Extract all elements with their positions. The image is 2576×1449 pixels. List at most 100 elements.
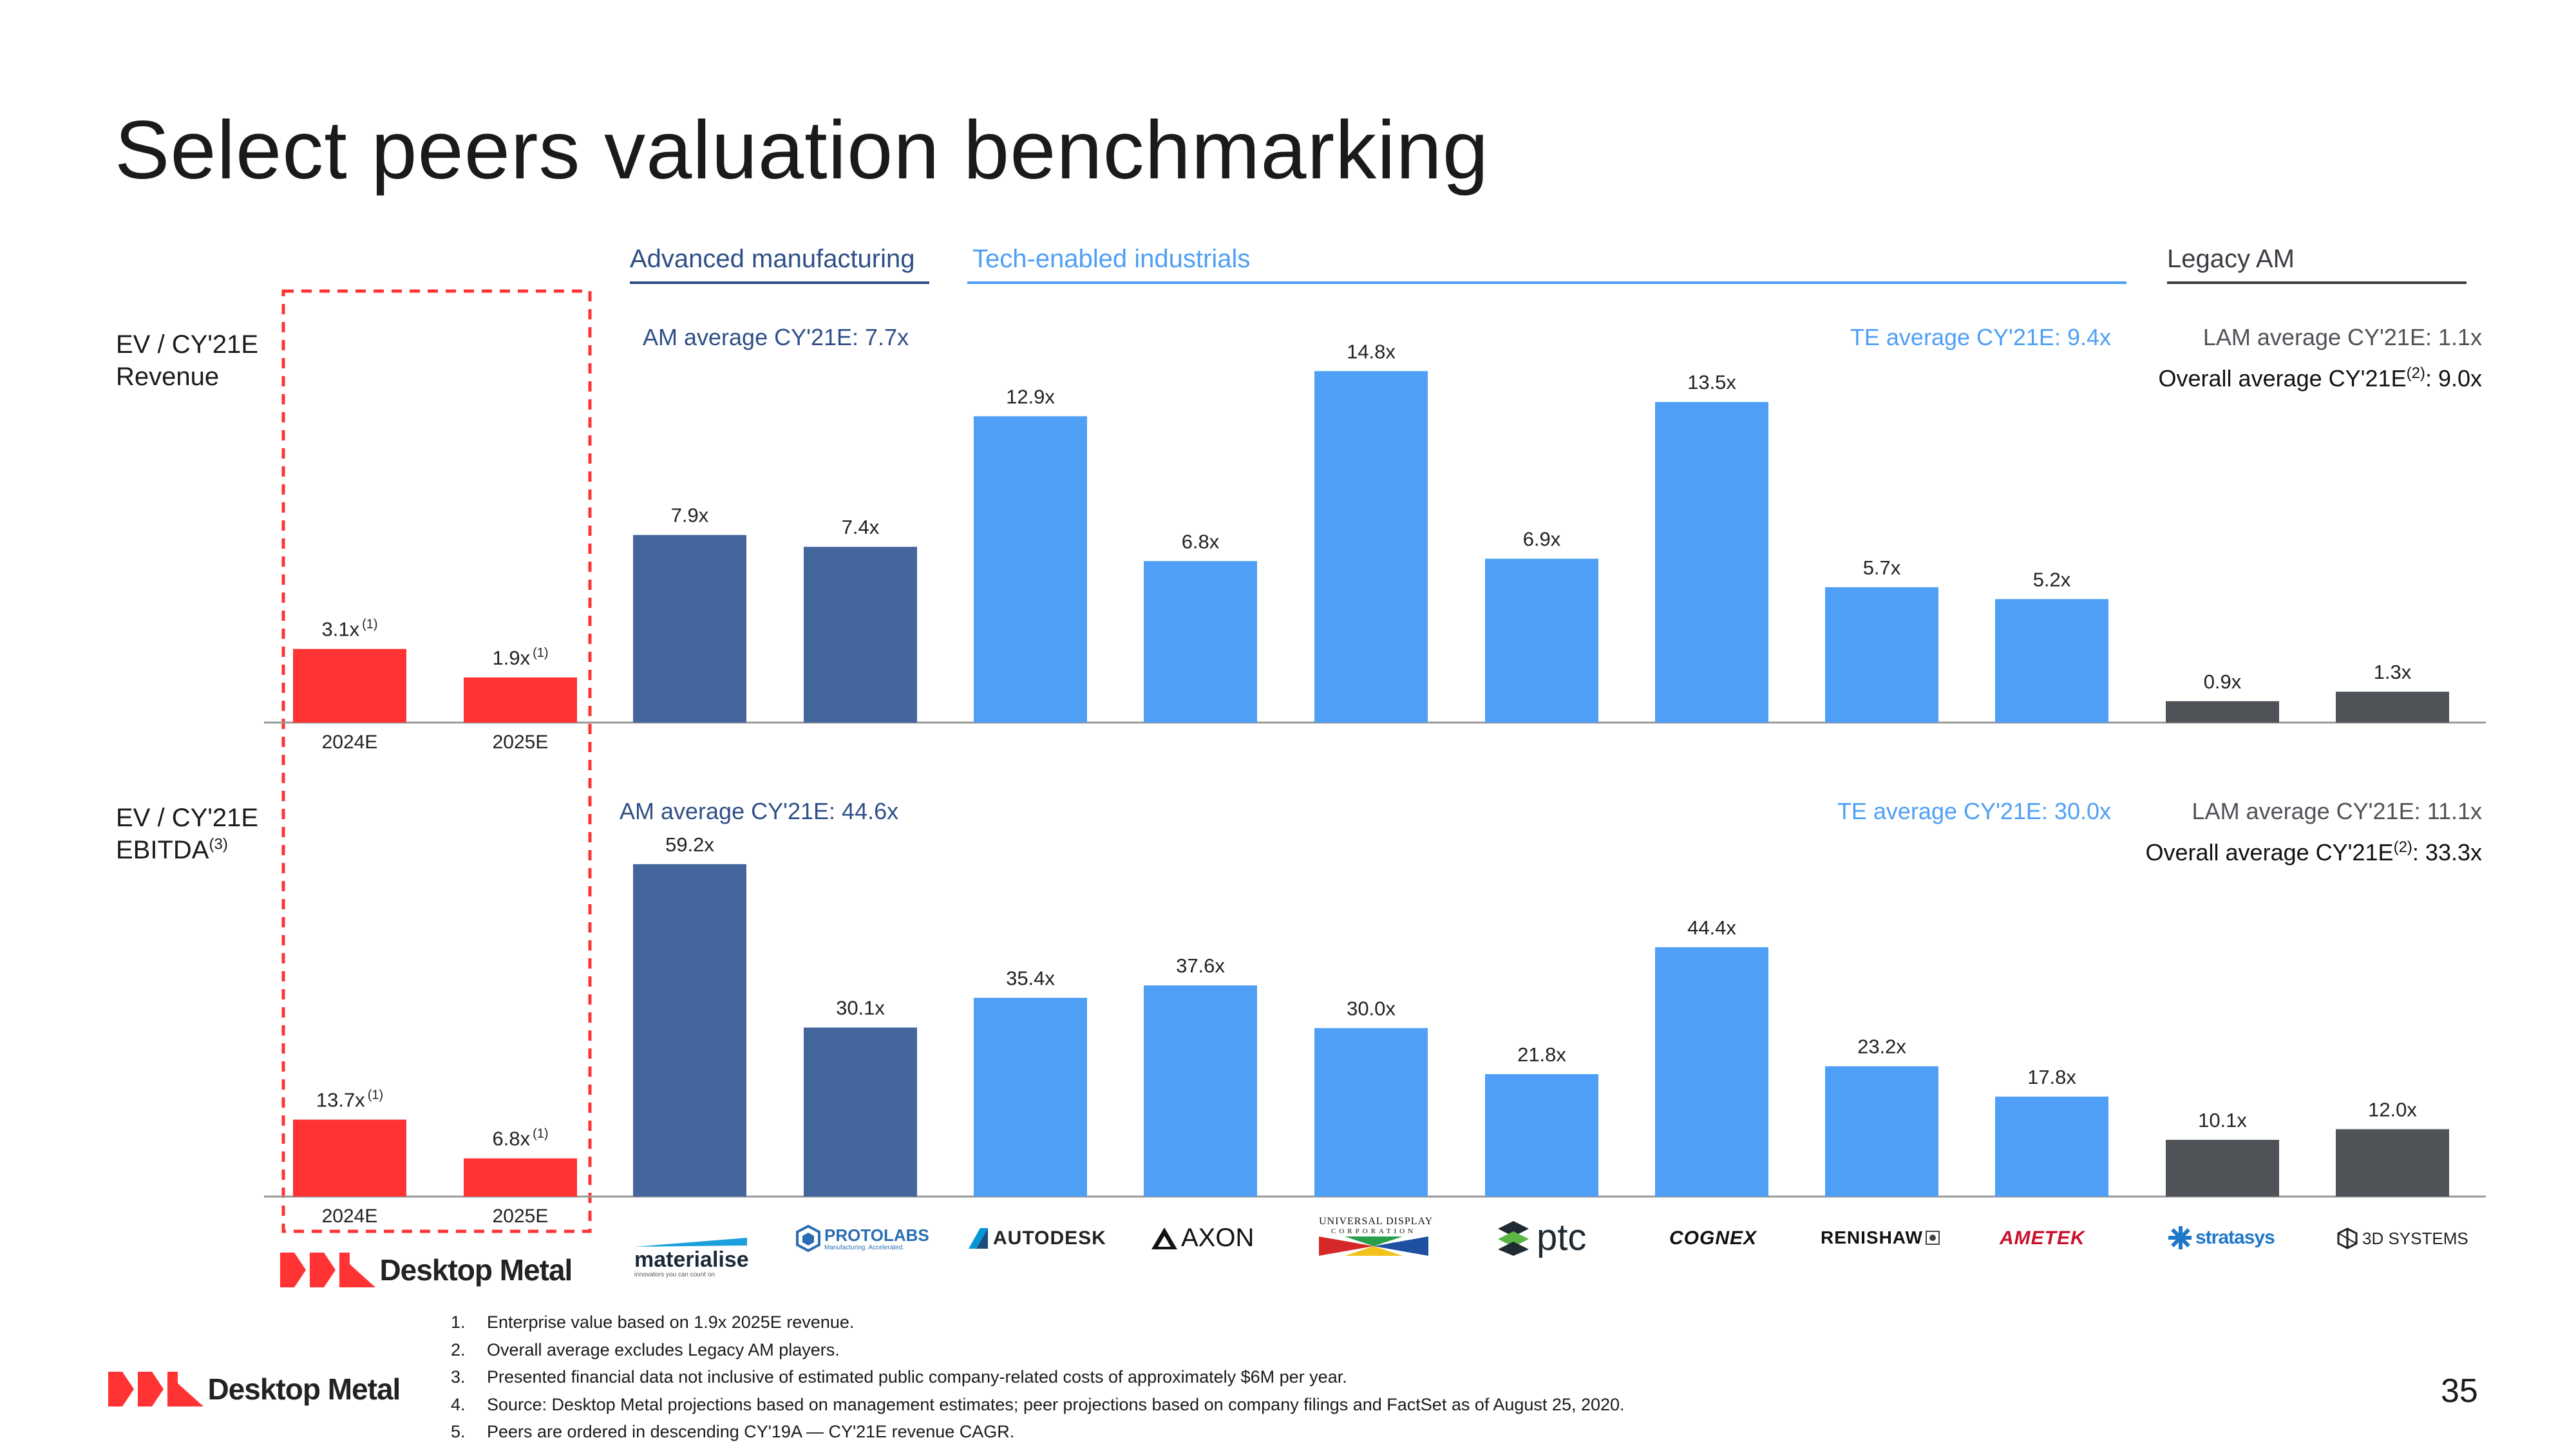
ebitda-row-label-line2: EBITDA(3) xyxy=(116,834,258,866)
footnote-3: 3. Presented financial data not inclusive… xyxy=(451,1367,1347,1387)
ebitda-overall-average: Overall average CY'21E(2): 33.3x xyxy=(2146,839,2483,866)
ebitda-value-label-11: 17.8x xyxy=(2027,1066,2076,1088)
revenue-te-average: TE average CY'21E: 9.4x xyxy=(1850,324,2111,350)
ebitda-value-label-5: 35.4x xyxy=(1006,967,1055,989)
revenue-lam-average: LAM average CY'21E: 1.1x xyxy=(2202,324,2482,350)
universal-display-bowtie-icon xyxy=(1319,1236,1428,1256)
revenue-year-label-2025: 2025E xyxy=(493,732,549,753)
revenue-value-label-12: 0.9x xyxy=(2204,670,2242,693)
revenue-bar-4 xyxy=(804,547,917,723)
ptc-wordmark: ptc xyxy=(1537,1217,1587,1258)
revenue-value-label-9: 13.5x xyxy=(1687,371,1736,393)
protolabs-logo: PROTOLABS Manufacturing. Accelerated. xyxy=(796,1225,929,1252)
revenue-overall-suffix: : 9.0x xyxy=(2425,365,2482,392)
revenue-row-label-line1: EV / CY'21E xyxy=(116,330,259,359)
ebitda-lam-average: LAM average CY'21E: 11.1x xyxy=(2192,798,2482,824)
revenue-value-label-3: 7.9x xyxy=(671,504,709,527)
stratasys-logo: stratasys xyxy=(2167,1225,2275,1251)
ptc-stack-icon xyxy=(1498,1221,1529,1256)
footnote-5: 5. Peers are ordered in descending CY'19A… xyxy=(451,1422,1015,1441)
protolabs-hex-icon xyxy=(796,1225,820,1252)
ebitda-te-average: TE average CY'21E: 30.0x xyxy=(1837,798,2111,824)
ebitda-bars: 13.7x (1) 6.8x (1) 59.2x 30.1x 35.4x 37.6x 30.0x… xyxy=(293,833,2449,1197)
ebitda-value-label-9: 44.4x xyxy=(1687,916,1736,939)
revenue-bar-2 xyxy=(464,677,577,723)
ebitda-value-label-2: 6.8x (1) xyxy=(492,1127,548,1150)
revenue-year-label-2024: 2024E xyxy=(322,732,378,753)
autodesk-logo: AUTODESK xyxy=(967,1227,1106,1250)
ebitda-bar-9 xyxy=(1655,947,1768,1197)
revenue-value-label-7: 14.8x xyxy=(1347,340,1396,363)
renishaw-mark-icon xyxy=(1925,1231,1940,1245)
ebitda-value-label-13: 12.0x xyxy=(2368,1098,2417,1121)
ametek-wordmark: AMETEK xyxy=(2000,1227,2085,1249)
ebitda-label-text: EBITDA xyxy=(116,836,209,864)
ebitda-bar-3 xyxy=(633,864,746,1197)
ebitda-bar-2 xyxy=(464,1158,577,1197)
ebitda-value-label-7: 30.0x xyxy=(1347,997,1396,1019)
3d-systems-wordmark: 3D SYSTEMS xyxy=(2362,1228,2468,1248)
ebitda-bar-10 xyxy=(1825,1066,1938,1197)
autodesk-a-icon xyxy=(969,1228,988,1249)
desktop-metal-footer-wordmark: Desktop Metal xyxy=(207,1372,401,1406)
page-number: 35 xyxy=(2441,1372,2478,1410)
revenue-bar-3 xyxy=(633,535,746,723)
ebitda-bar-12 xyxy=(2166,1139,2279,1197)
ebitda-row-label: EV / CY'21E EBITDA(3) xyxy=(116,802,258,866)
revenue-bars: 3.1x (1) 1.9x (1) 7.9x 7.4x 12.9x 6.8x 14.8x 6.9x… xyxy=(293,340,2449,723)
autodesk-wordmark: AUTODESK xyxy=(993,1227,1106,1249)
ebitda-value-label-4: 30.1x xyxy=(836,997,885,1019)
ebitda-value-label-6: 37.6x xyxy=(1176,954,1225,977)
group-lam-underline xyxy=(2167,281,2467,284)
revenue-value-label-1: 3.1x (1) xyxy=(321,618,377,641)
materialise-tagline: innovators you can count on xyxy=(634,1271,715,1278)
protolabs-tagline: Manufacturing. Accelerated. xyxy=(824,1244,904,1251)
desktop-metal-footer-mark-icon xyxy=(108,1372,204,1406)
cognex-wordmark: COGNEX xyxy=(1669,1227,1757,1249)
ebitda-overall-suffix: : 33.3x xyxy=(2412,839,2482,866)
desktop-metal-logo-footer: Desktop Metal xyxy=(108,1370,401,1408)
revenue-value-label-2: 1.9x (1) xyxy=(492,646,548,669)
footnote-2: 2. Overall average excludes Legacy AM pla… xyxy=(451,1340,840,1359)
3d-systems-logo: 3D SYSTEMS xyxy=(2336,1227,2468,1249)
revenue-row-label: EV / CY'21E Revenue xyxy=(116,328,258,393)
ptc-logo: ptc xyxy=(1495,1218,1586,1257)
revenue-overall-average: Overall average CY'21E(2): 9.0x xyxy=(2159,365,2482,392)
ebitda-row-label-line1: EV / CY'21E xyxy=(116,804,259,832)
axon-logo: AXON xyxy=(1150,1224,1254,1253)
group-te-underline xyxy=(967,281,2126,284)
ebitda-am-average: AM average CY'21E: 44.6x xyxy=(620,798,899,824)
3d-systems-cube-icon xyxy=(2337,1227,2358,1249)
group-tech-enabled-industrials: Tech-enabled industrials xyxy=(972,245,1251,273)
footnote-1: 1. Enterprise value based on 1.9x 2025E r… xyxy=(451,1312,855,1332)
renishaw-wordmark: RENISHAW xyxy=(1821,1227,1923,1247)
ebitda-value-label-8: 21.8x xyxy=(1517,1043,1566,1066)
footnotes: 1. Enterprise value based on 1.9x 2025E r… xyxy=(451,1309,1625,1446)
axon-wordmark: AXON xyxy=(1181,1224,1255,1252)
ebitda-value-label-3: 59.2x xyxy=(665,833,714,856)
universal-display-wordmark: UNIVERSAL DISPLAY xyxy=(1319,1216,1434,1227)
ebitda-label-sup: (3) xyxy=(209,835,228,853)
protolabs-wordmark: PROTOLABS xyxy=(824,1225,929,1245)
ebitda-bar-11 xyxy=(1995,1096,2108,1197)
revenue-value-label-6: 6.8x xyxy=(1182,530,1220,553)
revenue-bar-7 xyxy=(1314,371,1428,723)
desktop-metal-wordmark: Desktop Metal xyxy=(379,1253,573,1287)
revenue-bar-12 xyxy=(2166,701,2279,723)
group-advanced-manufacturing: Advanced manufacturing xyxy=(630,245,915,273)
group-legacy-am: Legacy AM xyxy=(2167,245,2295,273)
desktop-metal-mark-icon xyxy=(280,1253,375,1287)
ebitda-bar-7 xyxy=(1314,1028,1428,1197)
revenue-value-label-4: 7.4x xyxy=(842,516,880,538)
ametek-logo: AMETEK xyxy=(2000,1227,2085,1249)
stratasys-wordmark: stratasys xyxy=(2195,1227,2275,1248)
ebitda-overall-sup: (2) xyxy=(2393,838,2412,856)
ebitda-bar-4 xyxy=(804,1027,917,1197)
revenue-bar-6 xyxy=(1144,561,1257,723)
revenue-bar-10 xyxy=(1825,587,1938,723)
ebitda-value-label-12: 10.1x xyxy=(2198,1109,2247,1132)
desktop-metal-highlight-box xyxy=(281,289,592,1233)
revenue-row-label-line2: Revenue xyxy=(116,363,220,391)
revenue-bar-8 xyxy=(1485,558,1598,723)
revenue-value-label-11: 5.2x xyxy=(2033,568,2071,591)
